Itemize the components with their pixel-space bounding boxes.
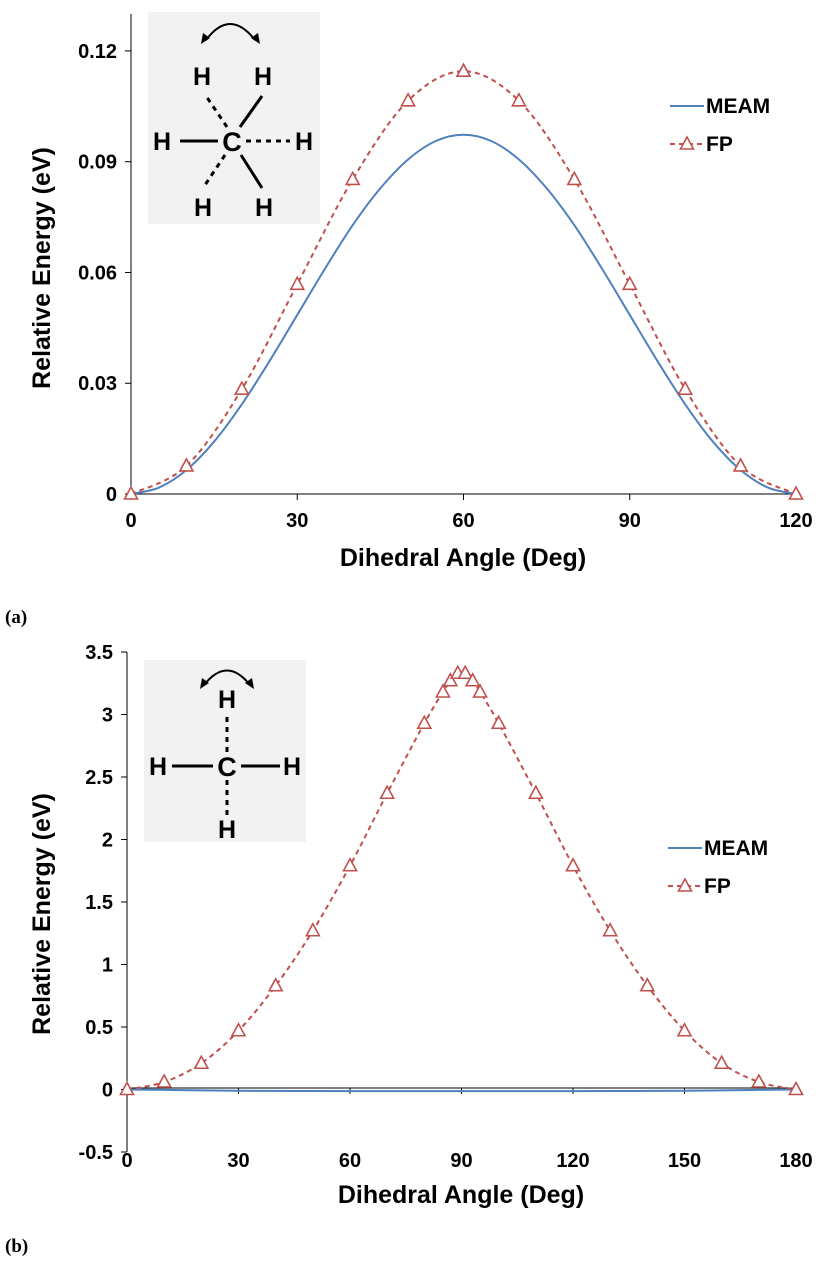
x-tick-label: 150 xyxy=(668,1150,701,1172)
hydrogen-atom-label: H xyxy=(153,128,171,156)
rotation-arrow-icon xyxy=(205,23,256,41)
hydrogen-atom-label: H xyxy=(255,194,273,222)
x-tick-label: 0 xyxy=(121,1150,132,1172)
data-point-fp xyxy=(602,922,619,937)
rotation-arrow-icon xyxy=(203,669,251,686)
data-point-fp xyxy=(156,1073,173,1088)
data-point-fp xyxy=(676,1022,693,1037)
y-axis-title: Relative Energy (eV) xyxy=(28,793,56,1035)
chart-a: C H H H H H H 0 0.03 0.06 0.09 0.12 0 30 60 90 12… xyxy=(5,12,813,628)
data-point-fp xyxy=(788,1080,804,1096)
data-point-fp xyxy=(490,714,507,730)
hydrogen-atom-label: H xyxy=(194,194,212,222)
data-point-fp xyxy=(788,485,804,500)
data-point-fp xyxy=(732,457,749,472)
data-point-fp xyxy=(379,784,396,800)
y-tick-label: 0 xyxy=(102,1080,113,1102)
data-point-fp xyxy=(455,62,472,78)
legend-label: FP xyxy=(704,875,731,898)
data-point-fp xyxy=(233,380,250,395)
y-tick-label: 0.03 xyxy=(78,373,117,395)
y-tick-label: 0.06 xyxy=(78,262,117,284)
y-axis-title: Relative Energy (eV) xyxy=(28,147,56,389)
data-point-fp xyxy=(713,1054,730,1070)
data-point-fp xyxy=(639,977,656,992)
x-tick-label: 90 xyxy=(619,510,641,532)
panel-label: (b) xyxy=(5,1236,28,1257)
data-point-fp xyxy=(457,664,474,680)
data-point-fp xyxy=(230,1022,247,1037)
legend-label: MEAM xyxy=(704,837,768,860)
hydrogen-atom-label: H xyxy=(254,63,272,91)
data-point-fp xyxy=(416,714,433,730)
chart-b: C H H H H -0.5 0 0.5 1 1.5 2 2.5 3 3.5 0 30 60 90 120… xyxy=(5,642,813,1257)
molecule-inset-b: C H H H H xyxy=(144,660,306,844)
hydrogen-atom-label: H xyxy=(149,753,167,781)
y-tick-label: 0.5 xyxy=(85,1017,113,1039)
data-point-fp xyxy=(289,275,306,291)
hydrogen-atom-label: H xyxy=(283,753,301,781)
series-line-meam xyxy=(126,1088,797,1093)
x-tick-label: 30 xyxy=(286,510,308,532)
hydrogen-atom-label: H xyxy=(193,63,211,91)
data-point-fp xyxy=(178,457,195,472)
legend-label: MEAM xyxy=(706,95,770,118)
data-point-fp xyxy=(344,170,361,186)
y-tick-label: 0.12 xyxy=(78,41,117,63)
hydrogen-atom-label: H xyxy=(218,816,236,844)
x-tick-label: 120 xyxy=(556,1150,589,1172)
series-line-meam xyxy=(130,133,797,495)
x-tick-label: 120 xyxy=(779,510,812,532)
y-tick-label: 1.5 xyxy=(85,892,113,914)
x-tick-label: 180 xyxy=(779,1150,812,1172)
x-tick-label: 30 xyxy=(227,1150,249,1172)
carbon-atom-label: C xyxy=(222,127,242,157)
data-point-fp xyxy=(677,380,694,395)
data-point-fp xyxy=(435,683,451,698)
data-point-fp xyxy=(464,672,481,687)
data-point-fp xyxy=(750,1073,767,1088)
data-point-fp xyxy=(119,1080,135,1096)
molecule-inset-a: C H H H H H H xyxy=(148,12,320,224)
x-axis-title: Dihedral Angle (Deg) xyxy=(338,1181,584,1209)
data-point-fp xyxy=(123,485,139,500)
data-point-fp xyxy=(511,92,527,107)
legend-marker xyxy=(679,135,695,150)
y-tick-label: 3 xyxy=(102,705,113,727)
y-tick-label: 0 xyxy=(106,484,117,506)
data-point-fp xyxy=(472,683,488,698)
data-point-fp xyxy=(304,922,321,937)
legend-marker xyxy=(677,877,693,892)
data-point-fp xyxy=(267,977,284,992)
x-tick-label: 60 xyxy=(452,510,474,532)
y-tick-label: 0.09 xyxy=(78,152,117,174)
y-tick-label: 2 xyxy=(102,830,113,852)
data-point-fp xyxy=(566,170,583,186)
hydrogen-atom-label: H xyxy=(218,686,236,714)
x-tick-label: 90 xyxy=(450,1150,472,1172)
y-tick-label: 2.5 xyxy=(85,767,113,789)
data-point-fp xyxy=(342,857,358,872)
data-point-fp xyxy=(527,784,544,800)
y-tick-label: 1 xyxy=(102,955,113,977)
x-tick-label: 60 xyxy=(339,1150,361,1172)
data-point-fp xyxy=(621,275,638,291)
legend-label: FP xyxy=(706,133,733,156)
x-tick-label: 0 xyxy=(125,510,136,532)
y-tick-label: -0.5 xyxy=(79,1142,113,1164)
data-point-fp xyxy=(565,857,581,872)
hydrogen-atom-label: H xyxy=(295,128,313,156)
carbon-atom-label: C xyxy=(217,752,237,782)
y-tick-label: 3.5 xyxy=(85,642,113,664)
data-point-fp xyxy=(442,672,459,687)
data-point-fp xyxy=(400,92,416,107)
x-axis-title: Dihedral Angle (Deg) xyxy=(340,544,586,572)
data-point-fp xyxy=(193,1054,210,1070)
panel-label: (a) xyxy=(5,607,27,628)
